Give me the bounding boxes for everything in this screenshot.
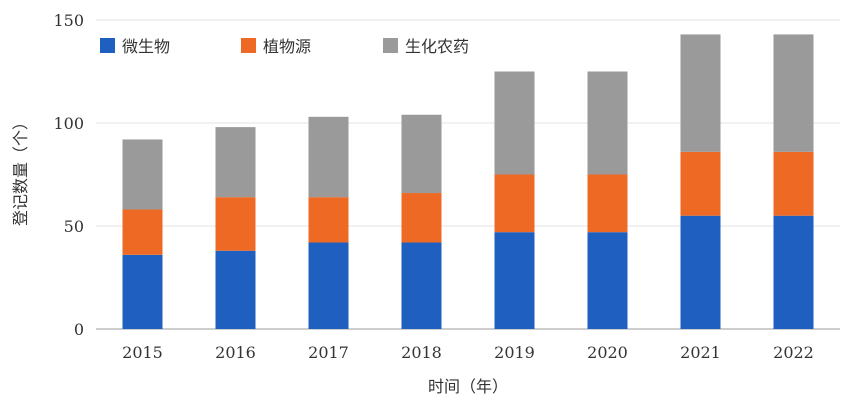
bar-segment-series-1	[401, 193, 442, 243]
x-tick-label: 2015	[122, 343, 163, 362]
x-tick-label: 2020	[587, 343, 628, 362]
y-tick-label: 50	[64, 217, 84, 236]
x-tick-label: 2016	[215, 343, 256, 362]
bar-segment-series-0	[122, 254, 163, 329]
y-tick-label: 150	[53, 11, 84, 30]
bar-segment-series-2	[401, 114, 442, 194]
bar-segment-series-0	[680, 215, 721, 329]
bar-segment-series-2	[308, 116, 349, 198]
bar-segment-series-1	[773, 151, 814, 216]
legend-swatch	[383, 38, 398, 53]
legend: 微生物 植物源 生化农药	[100, 37, 469, 56]
bar-segment-series-0	[401, 242, 442, 329]
x-axis-ticks: 2015 2016 2017 2018 2019 2020 2021 2022	[122, 343, 814, 362]
bar-segment-series-2	[215, 127, 256, 198]
bar-segment-series-0	[773, 215, 814, 329]
bar-segment-series-2	[587, 71, 628, 175]
grid-lines	[96, 19, 840, 330]
x-tick-label: 2018	[401, 343, 442, 362]
bar-segment-series-0	[308, 242, 349, 329]
bar-segment-series-1	[215, 197, 256, 251]
x-tick-label: 2022	[773, 343, 814, 362]
bar-segment-series-1	[587, 174, 628, 233]
bar-segment-series-2	[122, 139, 163, 210]
bar-segment-series-2	[773, 34, 814, 152]
bar-segment-series-1	[122, 209, 163, 255]
bar-segment-series-2	[680, 34, 721, 152]
bars	[122, 34, 814, 329]
x-tick-label: 2019	[494, 343, 535, 362]
bar-segment-series-0	[215, 250, 256, 329]
bar-segment-series-1	[494, 174, 535, 233]
legend-label: 微生物	[122, 37, 170, 56]
legend-swatch	[241, 38, 256, 53]
y-tick-label: 0	[74, 320, 84, 339]
x-tick-label: 2017	[308, 343, 349, 362]
bar-segment-series-2	[494, 71, 535, 175]
bar-segment-series-0	[494, 232, 535, 329]
legend-label: 生化农药	[405, 37, 469, 56]
legend-label: 植物源	[263, 37, 311, 56]
x-tick-label: 2021	[680, 343, 721, 362]
x-axis-title: 时间（年）	[428, 377, 508, 396]
bar-segment-series-1	[680, 151, 721, 216]
y-axis-ticks: 0 50 100 150	[53, 11, 84, 339]
legend-swatch	[100, 38, 115, 53]
y-tick-label: 100	[53, 114, 84, 133]
y-axis-title: 登记数量（个）	[11, 114, 30, 226]
bar-segment-series-0	[587, 232, 628, 329]
bar-segment-series-1	[308, 197, 349, 243]
